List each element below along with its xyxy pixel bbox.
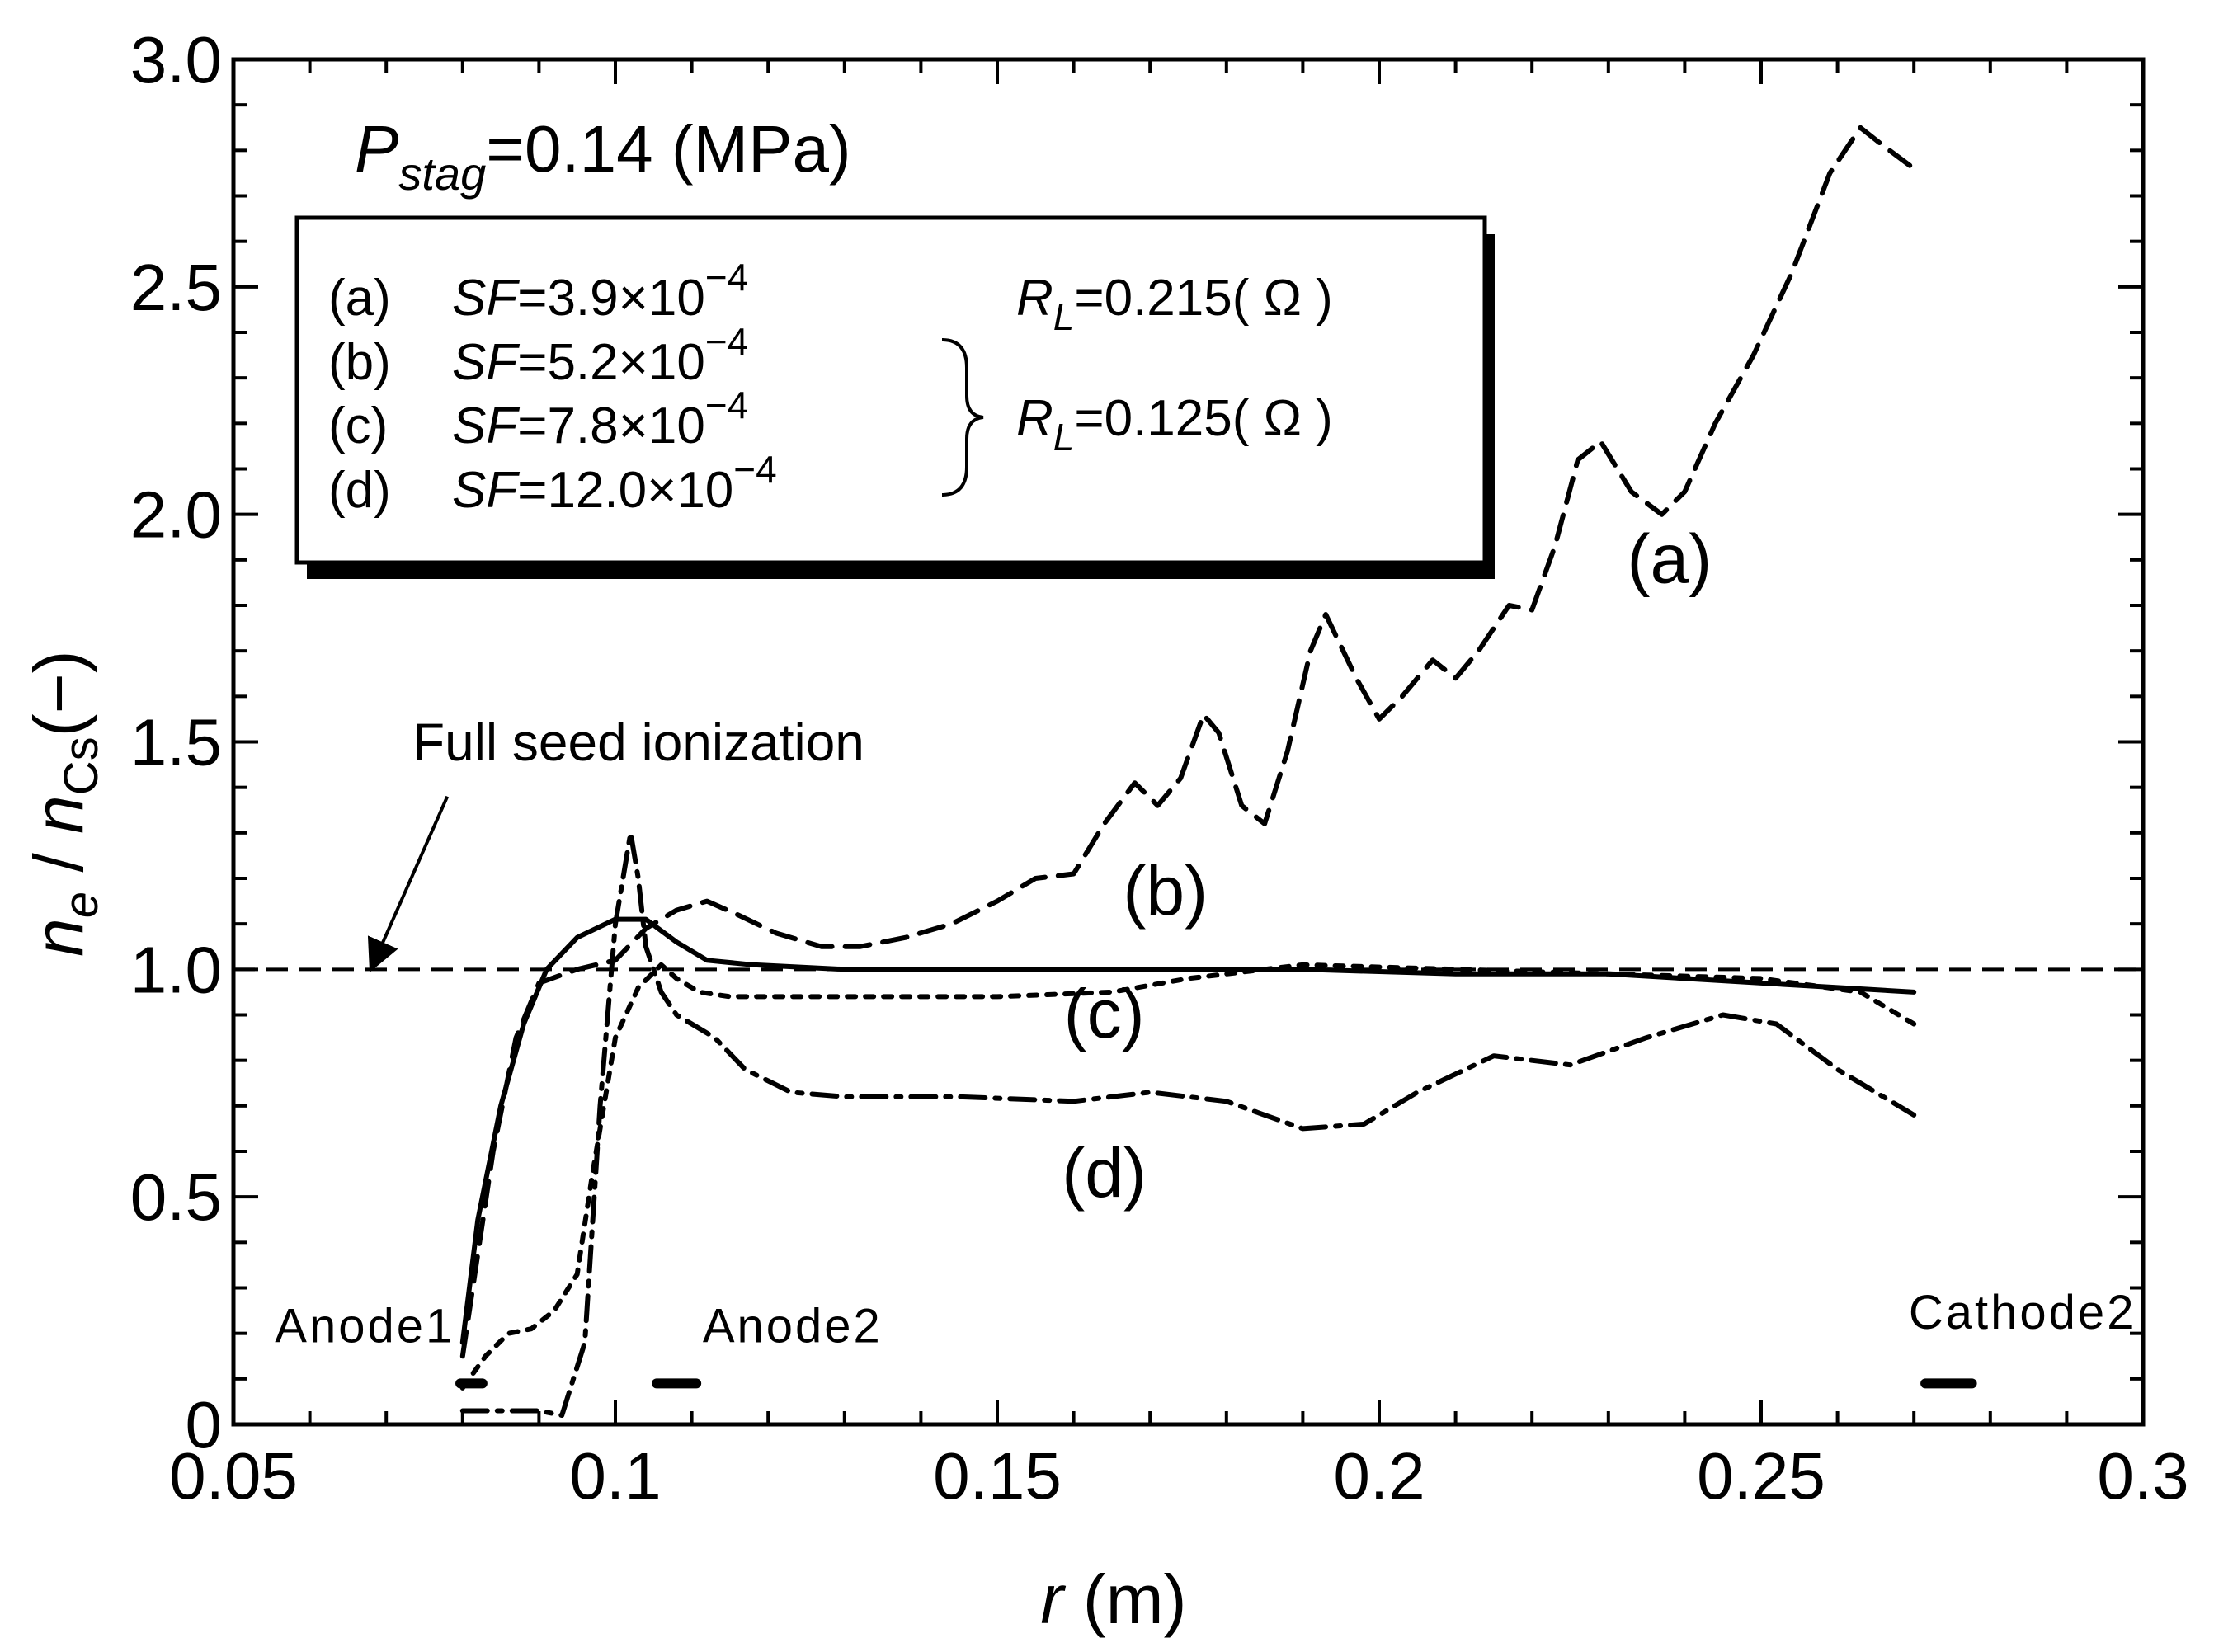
x-tick-label: 0.25 — [1697, 1439, 1825, 1513]
series-line-b — [459, 916, 1917, 1345]
legend-var: SF — [452, 334, 520, 391]
legend: (a) SF=3.9×10−4 (b) SF=5.2×10−4 (c) SF=7.8×… — [294, 215, 1495, 579]
legend-id: (a) — [328, 270, 391, 327]
legend-rl-2: RL=0.125( Ω ) — [1016, 390, 1333, 459]
legend-value: =12.0×10 — [517, 462, 733, 519]
legend-row-c: (c) SF=7.8×10−4 — [328, 384, 748, 454]
x-tick-label: 0.2 — [1333, 1439, 1425, 1513]
y-axis-title: ne / nCs(−) — [20, 650, 108, 957]
legend-row-a: (a) SF=3.9×10−4 — [328, 256, 748, 327]
legend-var: SF — [452, 398, 520, 454]
legend-id: (b) — [328, 334, 391, 391]
x-tick-label: 0.3 — [2097, 1439, 2188, 1513]
pressure-label: Pstag=0.14 (MPa) — [355, 112, 851, 200]
legend-rl-1: RL=0.215( Ω ) — [1016, 270, 1333, 338]
y-axis-cs: Cs — [54, 737, 108, 795]
curve-label: (d) — [1062, 1134, 1147, 1212]
curve-label: (a) — [1628, 520, 1712, 597]
curve-label: (c) — [1064, 975, 1145, 1052]
legend-exp: −4 — [705, 384, 748, 426]
electrode-label: Cathode2 — [1909, 1286, 2136, 1339]
y-tick-label: 3.0 — [130, 23, 222, 96]
legend-exp: −4 — [733, 448, 776, 491]
legend-value: =3.9×10 — [517, 270, 705, 327]
series-line-c — [459, 962, 1917, 1391]
y-axis-n: n — [20, 918, 97, 957]
legend-box — [294, 215, 1487, 565]
y-tick-label: 0 — [186, 1388, 223, 1461]
rl-value: =0.215( Ω ) — [1074, 270, 1332, 327]
y-tick-label: 0.5 — [130, 1160, 222, 1234]
y-tick-label: 2.5 — [130, 251, 222, 324]
legend-id: (c) — [328, 398, 388, 454]
legend-id: (d) — [328, 462, 391, 519]
y-tick-label: 2.0 — [130, 478, 222, 552]
y-tick-label: 1.0 — [130, 933, 222, 1006]
y-tick-label: 1.5 — [130, 706, 222, 779]
rl-var: R — [1016, 390, 1053, 447]
y-axis-slash: / — [20, 834, 97, 892]
x-axis-var: r — [1040, 1560, 1066, 1638]
series-line-a — [459, 125, 1917, 1359]
reference-arrow — [367, 795, 450, 972]
curve-label: (b) — [1123, 852, 1208, 930]
x-tick-label: 0.05 — [169, 1439, 298, 1513]
x-axis-unit: (m) — [1063, 1560, 1186, 1638]
electrode-label: Anode2 — [703, 1300, 883, 1353]
legend-value: =7.8×10 — [517, 398, 705, 454]
rl-value: =0.125( Ω ) — [1074, 390, 1332, 447]
y-axis-e: e — [54, 892, 108, 918]
legend-row-d: (d) SF=12.0×10−4 — [328, 448, 777, 519]
legend-value: =5.2×10 — [517, 334, 705, 391]
y-axis-unit: (−) — [20, 650, 97, 737]
electrode-label: Anode1 — [275, 1300, 455, 1353]
rl-sub: L — [1053, 416, 1075, 459]
series-line-d — [459, 830, 1917, 1418]
legend-exp: −4 — [705, 256, 748, 299]
x-axis-title: r (m) — [1040, 1560, 1186, 1638]
legend-exp: −4 — [705, 320, 748, 363]
x-tick-label: 0.15 — [933, 1439, 1062, 1513]
y-axis-n2: n — [20, 795, 97, 834]
plot-layer: Anode1 Anode2 Cathode2 (a) (b) (c) (d) 0.05 0.1 0… — [130, 23, 2189, 1513]
rl-sub: L — [1053, 295, 1075, 338]
pressure-value: =0.14 (MPa) — [486, 112, 850, 186]
rl-var: R — [1016, 270, 1053, 327]
pressure-sub: stag — [398, 148, 486, 200]
reference-label: Full seed ionization — [412, 713, 864, 772]
pressure-var: P — [355, 112, 398, 186]
x-tick-label: 0.1 — [569, 1439, 661, 1513]
legend-var: SF — [452, 270, 520, 327]
legend-brace — [941, 338, 984, 497]
legend-row-b: (b) SF=5.2×10−4 — [328, 320, 748, 391]
legend-var: SF — [452, 462, 520, 519]
